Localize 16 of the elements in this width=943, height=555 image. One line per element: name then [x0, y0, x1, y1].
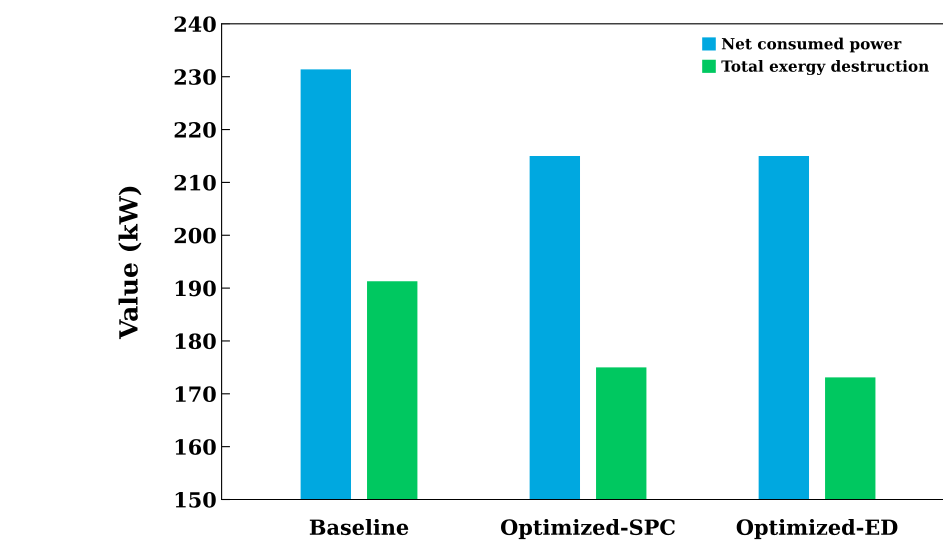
y-tick-label: 190 — [176, 280, 216, 296]
y-tick-label: 220 — [174, 122, 216, 138]
x-tick-label: Optimized-ED — [736, 518, 898, 540]
y-axis-title: Value (kW) — [118, 186, 142, 340]
y-tick-label: 240 — [174, 16, 216, 32]
y-tick-label: 180 — [176, 333, 216, 350]
y-tick-label: 170 — [176, 386, 216, 402]
legend-label: Total exergy destruction — [721, 60, 929, 76]
x-tick-label: Optimized-SPC — [501, 518, 675, 540]
legend-label: Net consumed power — [722, 38, 902, 52]
y-tick-label: 200 — [174, 228, 216, 244]
y-tick-label: 150 — [176, 492, 216, 508]
y-tick-label: 230 — [174, 69, 216, 85]
x-tick-label: Baseline — [310, 518, 408, 536]
y-tick-label: 210 — [174, 174, 216, 191]
y-tick-label: 160 — [176, 439, 216, 455]
